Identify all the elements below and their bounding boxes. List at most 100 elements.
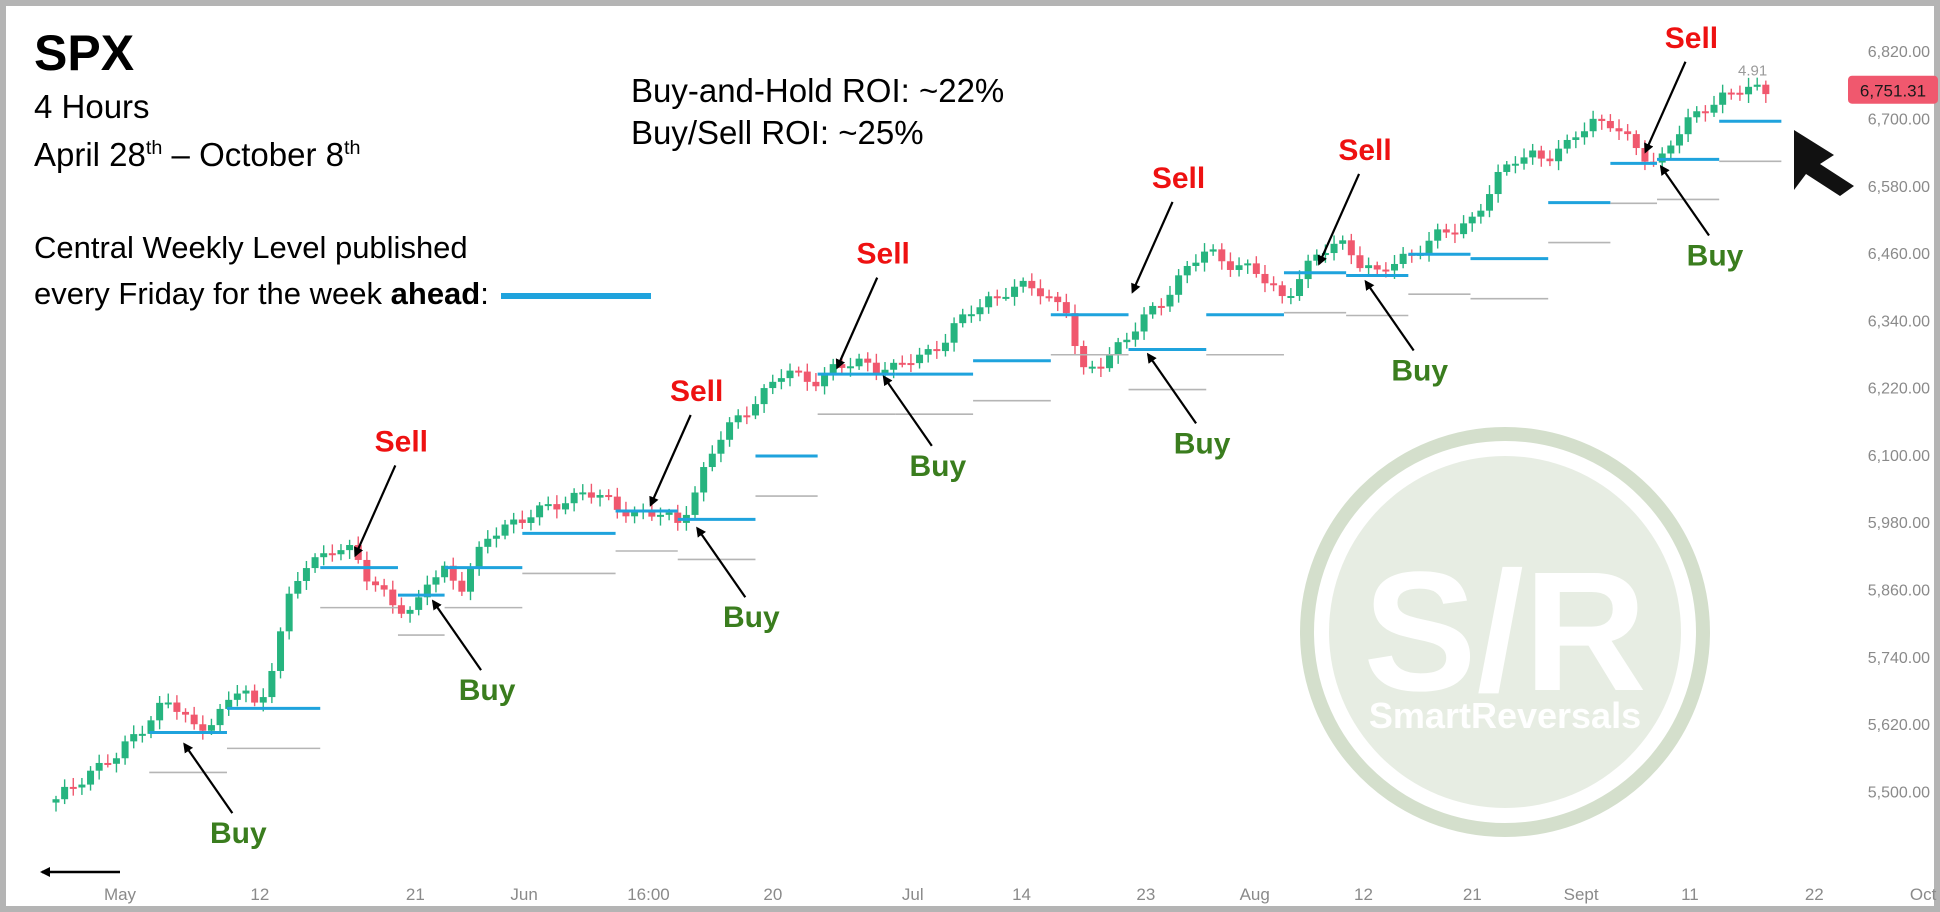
candle-body [1347,240,1355,256]
y-tick-label: 6,820.00 [1868,44,1930,61]
candle [1701,105,1709,122]
signal-arrow [1659,164,1710,237]
candle [1330,235,1338,261]
candle [1598,114,1606,130]
timeframe-label: 4 Hours [34,88,150,125]
candle-body [587,492,595,498]
candle [786,363,794,387]
candle-body [544,504,552,507]
buy-signal: Buy [183,742,267,850]
candle-body [1304,260,1312,280]
signal-arrow [1131,201,1174,294]
candle [527,509,535,531]
x-tick-label: 16:00 [627,885,670,904]
signal-arrow [183,742,234,814]
candle-body [1563,139,1571,149]
x-tick-label: May [104,885,137,904]
signal-arrow [882,375,933,447]
candle [475,541,483,576]
signal-arrow [835,277,879,370]
candle [1425,231,1433,262]
sell-signal: Sell [354,425,428,558]
candle [285,586,293,640]
candle [173,695,181,720]
candle-body [1727,92,1735,95]
candle-body [622,509,630,517]
candle [328,544,336,562]
candle-body [1330,243,1338,254]
candle-body [1641,148,1649,162]
buy-signal: Buy [1364,279,1448,388]
x-tick-label: 21 [1463,885,1482,904]
candle-body [216,708,224,726]
candle-body [138,733,146,736]
candle [743,406,751,425]
y-tick-label: 6,220.00 [1868,381,1930,398]
candle-body [484,538,492,547]
date-range: April 28th – October 8th [34,136,361,173]
x-tick-label: 21 [406,885,425,904]
candle-body [1477,210,1485,217]
candle-body [449,565,457,581]
candle [492,527,500,548]
candle [61,779,69,805]
candle [596,489,604,507]
candle-body [1313,254,1321,261]
roi-buy-sell: Buy/Sell ROI: ~25% [631,114,924,151]
candle [1183,260,1191,284]
candle [1252,256,1260,278]
candle-body [104,762,112,765]
candle-body [380,585,388,590]
candle-body [1028,280,1036,289]
candle [691,486,699,521]
candle [302,560,310,590]
candle [1339,235,1347,250]
candle-body [251,690,259,703]
candle-body [1589,118,1597,132]
candle-body [1002,296,1010,299]
candle [613,487,621,519]
candle-body [976,307,984,315]
candle-body [717,439,725,454]
signal-label: Sell [670,375,723,408]
signal-arrow [696,526,747,598]
candle [855,353,863,370]
candle-body [1339,240,1347,244]
candle-body [467,568,475,592]
candle-body [432,577,440,585]
candle [216,704,224,734]
ticker-title: SPX [34,25,135,81]
x-tick-label: Jun [510,885,537,904]
candle-body [1054,296,1062,303]
candle [605,489,613,501]
candle [1011,279,1019,306]
candle-body [173,702,181,712]
candle-body [311,557,319,569]
candle [1511,156,1519,174]
x-axis: May 12 21 Jun 16:00 20 Jul 14 23 Aug 12 21 Sept 11 22 O… [104,885,1937,904]
candle-body [536,505,544,518]
candle-body [812,381,820,387]
candle-body [734,415,742,423]
signal-label: Sell [1152,162,1205,195]
candle [199,715,207,740]
candle-body [1511,163,1519,166]
candle-body [1209,249,1217,252]
candle [544,496,552,511]
candle [708,445,716,472]
candle [829,358,837,381]
candle [1296,270,1304,301]
candle-body [1632,134,1640,149]
sell-signal: Sell [1644,22,1718,154]
candle [941,333,949,357]
candle-body [233,693,241,700]
candle-body [648,510,656,517]
candle [821,367,829,395]
pointer-arrow [1794,130,1854,196]
x-tick-label: 14 [1012,885,1031,904]
y-tick-label: 6,340.00 [1868,313,1930,330]
candle [1209,244,1217,256]
candle-body [52,799,60,803]
candle [337,544,345,561]
candle-body [61,786,69,800]
